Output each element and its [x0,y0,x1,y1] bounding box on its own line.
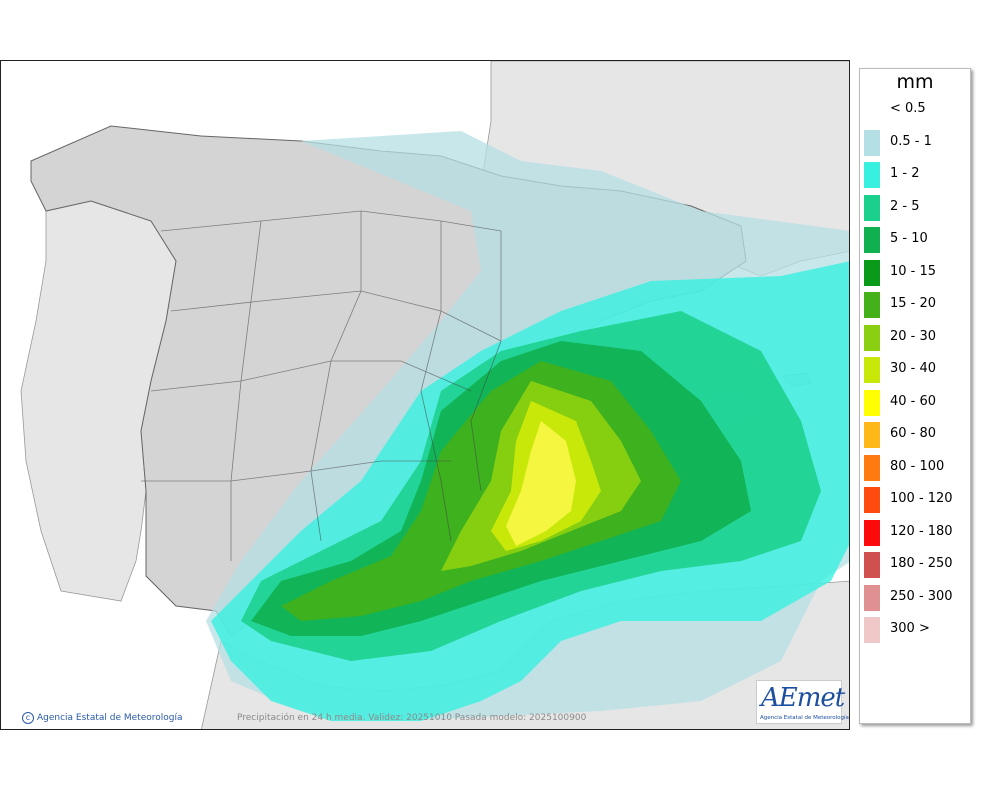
legend-label: 80 - 100 [890,458,945,474]
precipitation-map [0,60,850,730]
legend-swatch [864,194,880,221]
legend-row: 1 - 2 [864,162,968,188]
legend-row: 120 - 180 [864,519,968,546]
legend-label: 100 - 120 [890,491,953,506]
legend-row: 60 - 80 [864,422,968,448]
band-40-60 [506,421,576,546]
legend-swatch [864,162,880,188]
region-borders [141,210,502,561]
legend-label: 300 > [890,621,930,636]
legend-row: 180 - 250 [864,552,968,578]
legend-swatch [864,389,880,416]
legend-row: 100 - 120 [864,487,968,513]
legend-label: 40 - 60 [890,393,937,409]
legend-label: < 0.5 [890,101,926,116]
legend-label: 250 - 300 [890,588,953,604]
legend-swatch [864,454,880,481]
legend-row: 80 - 100 [864,454,968,481]
legend-label: 5 - 10 [890,231,928,246]
legend-row: 15 - 20 [864,292,968,318]
legend-swatch [864,324,880,351]
legend-label: 120 - 180 [890,523,953,539]
legend-row: 300 > [864,617,968,643]
precipitation-layer [206,131,849,721]
legend-swatch [864,259,880,286]
map-caption: Precipitación en 24 h media. Validez: 20… [237,713,587,723]
legend-swatch [864,519,880,546]
logo-mark: AEmet [761,683,845,713]
legend-swatch [864,617,880,643]
legend-row: 40 - 60 [864,389,968,416]
legend-swatch [864,227,880,253]
legend-label: 2 - 5 [890,198,920,214]
copyright-icon: c [22,712,34,724]
legend-row: 20 - 30 [864,324,968,351]
aemet-logo: AEmet Agencia Estatal de Meteorología [756,680,849,724]
legend-swatch [864,584,880,611]
legend-row: 5 - 10 [864,227,968,253]
legend-swatch [864,487,880,513]
legend-swatch [864,357,880,383]
precipitation-legend: mm < 0.5 0.5 - 1 1 - 2 2 - 5 5 - 10 10 - 15 15… [859,68,971,724]
legend-swatch [864,552,880,578]
legend-swatch [864,292,880,318]
legend-label: 0.5 - 1 [890,133,932,149]
legend-label: 60 - 80 [890,426,937,441]
legend-title: mm [896,71,934,93]
legend-label: 1 - 2 [890,166,920,181]
legend-row: 10 - 15 [864,259,968,286]
legend-label: 180 - 250 [890,556,953,571]
legend-row: 0.5 - 1 [864,129,968,156]
legend-label: 10 - 15 [890,263,937,279]
agency-credit: c Agencia Estatal de Meteorología [22,712,183,724]
legend-row: 2 - 5 [864,194,968,221]
legend-label: 30 - 40 [890,361,937,376]
legend-row: 30 - 40 [864,357,968,383]
legend-row: < 0.5 [864,97,968,123]
logo-subtitle: Agencia Estatal de Meteorología [760,715,849,721]
legend-label: 20 - 30 [890,328,937,344]
legend-swatch [864,129,880,156]
legend-swatch [864,422,880,448]
legend-label: 15 - 20 [890,296,937,311]
legend-row: 250 - 300 [864,584,968,611]
credit-text: Agencia Estatal de Meteorología [37,713,183,723]
map-canvas [1,61,849,729]
